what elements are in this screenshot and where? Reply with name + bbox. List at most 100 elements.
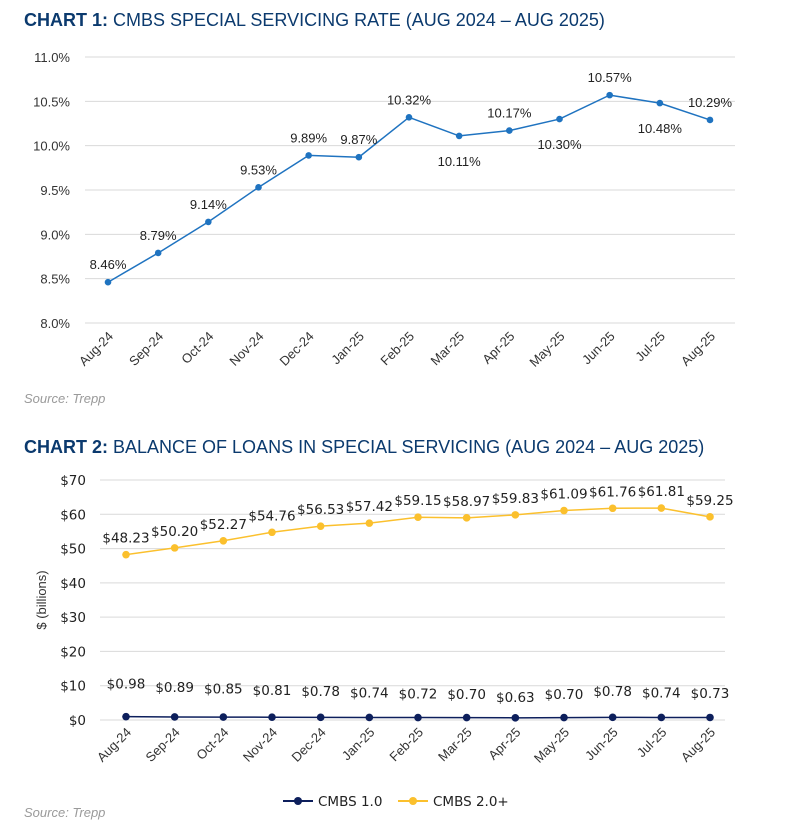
chart2-x-tick: May-25 (531, 725, 572, 766)
chart2-y-tick: $40 (60, 576, 86, 592)
chart2-legend: CMBS 1.0 CMBS 2.0+ (283, 794, 509, 810)
chart2-data-label: $0.72 (399, 686, 438, 702)
chart1-x-tick: May-25 (526, 329, 567, 370)
chart2-point (122, 550, 130, 559)
chart2-data-label: $0.73 (691, 686, 730, 702)
chart2-x-tick: Aug-25 (678, 725, 718, 765)
chart2-y-tick: $0 (69, 713, 86, 729)
chart2-data-label: $0.81 (253, 683, 292, 699)
chart1-point (154, 249, 162, 257)
chart2-data-label: $0.70 (447, 687, 486, 703)
chart1-x-tick: Oct-24 (178, 329, 216, 367)
chart2-point (657, 713, 666, 722)
chart1-data-label: 9.89% (290, 130, 327, 145)
chart1-point (506, 127, 513, 134)
chart1-x-tick: Nov-24 (226, 329, 266, 369)
chart2-x-tick: Feb-25 (386, 725, 426, 765)
chart2-point (316, 713, 325, 722)
chart2-point (122, 712, 130, 721)
chart1-data-label: 10.11% (438, 154, 482, 169)
chart1-point (104, 278, 112, 286)
chart1-y-tick: 10.0% (33, 139, 70, 154)
chart2-y-tick: $20 (60, 644, 86, 660)
chart2-x-tick: Nov-24 (240, 725, 280, 765)
chart1-y-tick: 8.5% (40, 272, 70, 287)
chart2-data-label: $59.83 (492, 491, 539, 507)
chart2-x-tick: Oct-24 (193, 725, 231, 763)
chart2-data-label: $52.27 (200, 517, 247, 533)
chart2-data-label: $0.85 (204, 681, 243, 697)
chart1-x-tick: Jun-25 (579, 329, 618, 368)
chart1-x-tick: Mar-25 (428, 329, 468, 369)
chart2-point (219, 536, 228, 545)
chart2-point (268, 713, 276, 722)
chart2-data-label: $0.70 (545, 687, 584, 703)
chart1-data-label: 9.53% (240, 162, 277, 177)
chart2-data-label: $56.53 (297, 502, 344, 518)
chart2-y-tick: $50 (60, 542, 86, 558)
chart2-source: Source: Trepp (24, 805, 105, 820)
chart1-point (606, 91, 613, 99)
chart2-point (560, 506, 568, 515)
chart2-x-tick: Jun-25 (582, 725, 621, 764)
chart1-data-label: 10.29% (688, 95, 733, 110)
chart1-data-label: 8.46% (90, 257, 127, 272)
legend-marker-cmbs1 (294, 797, 302, 805)
chart2-data-label: $61.09 (540, 487, 587, 503)
chart1-source: Source: Trepp (24, 391, 105, 406)
chart1-y-tick: 8.0% (40, 316, 70, 331)
chart1-point (656, 99, 664, 107)
chart2-point (219, 713, 228, 721)
chart2-data-label: $0.74 (350, 686, 389, 702)
chart1-y-tick: 9.0% (40, 227, 70, 242)
chart1-x-tick: Aug-25 (678, 329, 718, 369)
chart2-data-label: $0.78 (593, 684, 632, 700)
chart2-point (414, 513, 422, 521)
chart2-point (170, 713, 179, 721)
chart1-point (706, 116, 714, 124)
chart2-point (414, 713, 422, 722)
chart1-data-label: 10.32% (387, 92, 432, 107)
chart2-point (608, 713, 617, 722)
chart2-y-tick: $30 (60, 610, 86, 626)
chart2-point (462, 713, 471, 722)
chart2-data-label: $59.15 (394, 493, 441, 509)
chart2-point (657, 504, 666, 512)
chart1-x-tick: Jul-25 (632, 329, 668, 365)
legend-label-cmbs1: CMBS 1.0 (318, 794, 382, 810)
chart1-point (405, 113, 413, 121)
chart1-data-label: 10.48% (638, 121, 683, 136)
chart2-point (608, 504, 617, 513)
chart2-data-label: $48.23 (102, 531, 149, 547)
chart1-y-tick: 10.5% (33, 94, 70, 109)
chart2-x-tick: Jul-25 (634, 725, 670, 761)
chart1-series-line (107, 94, 711, 283)
chart1-x-tick: Apr-25 (479, 329, 517, 367)
chart2-point (511, 511, 520, 519)
chart2-data-label: $58.97 (443, 494, 490, 510)
chart2-y-tick: $10 (60, 679, 86, 695)
chart1-point (455, 132, 463, 140)
chart2-point (365, 713, 374, 722)
chart2-data-label: $57.42 (346, 499, 393, 515)
chart1-x-tick: Feb-25 (377, 329, 417, 369)
chart1-x-tick: Jan-25 (328, 329, 367, 368)
chart1-data-label: 10.57% (588, 70, 633, 85)
chart2-x-tick: Mar-25 (435, 725, 475, 765)
chart2-data-label: $54.76 (248, 508, 295, 524)
chart2-x-tick: Dec-24 (289, 725, 329, 765)
chart2-data-label: $59.25 (686, 493, 733, 509)
legend-label-cmbs2: CMBS 2.0+ (433, 794, 509, 810)
chart2-title: CHART 2: BALANCE OF LOANS IN SPECIAL SER… (24, 437, 704, 457)
chart1-point (355, 153, 363, 161)
chart1-data-label: 10.17% (487, 106, 532, 121)
legend-marker-cmbs2 (409, 797, 417, 805)
chart1-data-label: 9.14% (190, 197, 227, 212)
chart1-data-label: 10.30% (537, 137, 582, 152)
chart2-data-label: $0.74 (642, 686, 681, 702)
chart2-data-label: $0.63 (496, 690, 535, 706)
chart2-point (511, 714, 520, 722)
chart1-point (255, 184, 262, 191)
chart1-x-tick: Dec-24 (277, 329, 317, 369)
